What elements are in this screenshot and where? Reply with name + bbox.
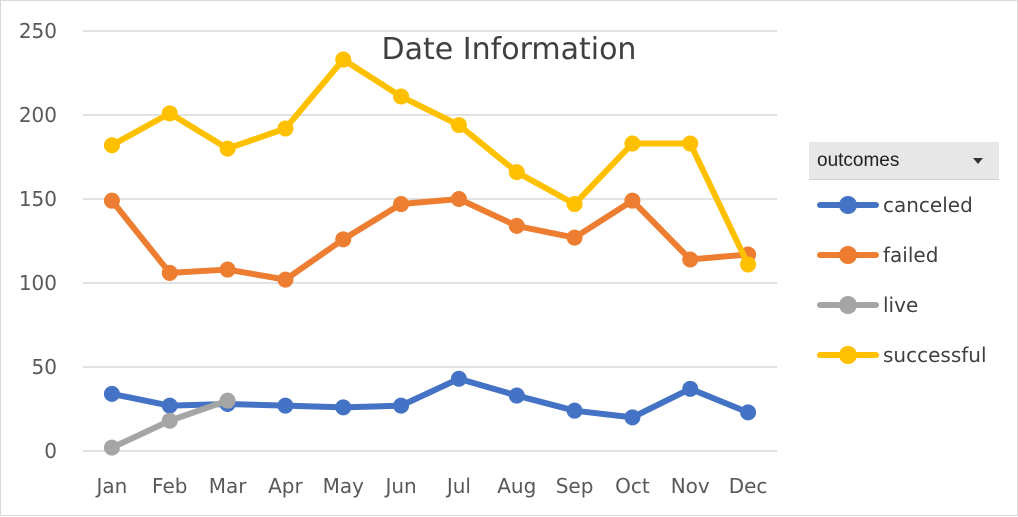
- x-tick-label: Sep: [556, 474, 594, 498]
- data-point-successful: [682, 135, 699, 152]
- data-point-failed: [335, 231, 352, 248]
- data-point-failed: [450, 191, 467, 207]
- data-point-successful: [103, 137, 120, 154]
- data-point-canceled: [161, 397, 178, 414]
- legend-items: canceled failed live successful: [809, 180, 999, 380]
- data-point-failed: [682, 251, 699, 268]
- data-point-failed: [277, 271, 294, 288]
- data-point-successful: [219, 140, 236, 157]
- data-point-failed: [393, 196, 410, 213]
- data-point-live: [219, 392, 236, 409]
- legend: outcomes canceled failed live successful: [809, 142, 999, 380]
- data-point-live: [161, 412, 178, 429]
- data-point-successful: [277, 120, 294, 137]
- x-tick-label: Dec: [729, 474, 768, 498]
- x-tick-label: Apr: [268, 474, 303, 498]
- data-point-successful: [161, 105, 178, 122]
- data-point-successful: [624, 135, 641, 152]
- chevron-down-icon[interactable]: [973, 157, 983, 164]
- x-tick-label: Feb: [152, 474, 187, 498]
- legend-item-canceled: canceled: [809, 180, 999, 230]
- data-point-canceled: [682, 380, 699, 397]
- series-line-successful: [108, 56, 752, 268]
- data-point-canceled: [103, 385, 120, 402]
- series-canceled: [103, 370, 757, 426]
- x-tick-label: Jul: [445, 474, 471, 498]
- y-tick-label: 0: [44, 439, 57, 463]
- data-point-failed: [161, 264, 178, 281]
- data-point-failed: [624, 192, 641, 209]
- legend-label: canceled: [883, 193, 973, 217]
- y-tick-label: 200: [19, 103, 57, 127]
- legend-item-failed: failed: [809, 230, 999, 280]
- x-tick-label: Jun: [383, 474, 416, 498]
- data-point-canceled: [335, 399, 352, 416]
- y-axis-tick-labels: 0 50 100 150 200 250: [19, 19, 57, 463]
- series-live: [103, 392, 236, 456]
- data-point-successful: [740, 256, 757, 273]
- legend-swatch-marker: [839, 346, 857, 364]
- data-point-successful: [508, 164, 525, 181]
- data-point-live: [103, 439, 120, 456]
- data-point-failed: [219, 261, 236, 278]
- series-line-canceled: [108, 375, 752, 421]
- y-tick-label: 50: [32, 355, 57, 379]
- x-tick-label: May: [323, 474, 365, 498]
- data-point-canceled: [450, 370, 467, 387]
- data-point-successful: [450, 117, 467, 134]
- series-failed: [103, 191, 757, 288]
- data-point-canceled: [393, 397, 410, 414]
- legend-filter-dropdown[interactable]: outcomes: [809, 142, 999, 180]
- data-point-successful: [393, 88, 410, 105]
- data-point-canceled: [508, 387, 525, 404]
- legend-swatch-failed: [813, 243, 879, 267]
- legend-item-live: live: [809, 280, 999, 330]
- gridlines: [83, 30, 777, 452]
- legend-label: failed: [883, 243, 939, 267]
- chart-title: Date Information: [382, 32, 637, 67]
- x-tick-label: Aug: [497, 474, 536, 498]
- data-point-canceled: [740, 404, 757, 421]
- legend-swatch-live: [813, 293, 879, 317]
- series-lines: [103, 51, 757, 456]
- x-tick-label: Mar: [209, 474, 248, 498]
- legend-swatch-marker: [839, 196, 857, 214]
- data-point-failed: [566, 229, 583, 246]
- legend-label: successful: [883, 343, 987, 367]
- data-point-canceled: [566, 402, 583, 419]
- legend-item-successful: successful: [809, 330, 999, 380]
- x-tick-label: Jan: [94, 474, 127, 498]
- legend-swatch-marker: [839, 296, 857, 314]
- y-tick-label: 150: [19, 187, 57, 211]
- legend-title: outcomes: [817, 149, 900, 171]
- x-axis-tick-labels: Jan Feb Mar Apr May Jun Jul Aug Sep Oct Nov Dec: [94, 474, 767, 498]
- x-tick-label: Oct: [615, 474, 650, 498]
- series-successful: [103, 51, 757, 273]
- x-tick-label: Nov: [671, 474, 710, 498]
- legend-swatch-canceled: [813, 193, 879, 217]
- y-tick-label: 250: [19, 19, 57, 43]
- series-line-failed: [108, 196, 752, 283]
- legend-swatch-successful: [813, 343, 879, 367]
- data-point-canceled: [624, 409, 641, 426]
- data-point-failed: [508, 217, 525, 234]
- legend-swatch-marker: [839, 246, 857, 264]
- data-point-successful: [566, 196, 583, 213]
- data-point-canceled: [277, 397, 294, 414]
- legend-label: live: [883, 293, 919, 317]
- data-point-successful: [335, 51, 352, 68]
- y-tick-label: 100: [19, 271, 57, 295]
- data-point-failed: [103, 192, 120, 209]
